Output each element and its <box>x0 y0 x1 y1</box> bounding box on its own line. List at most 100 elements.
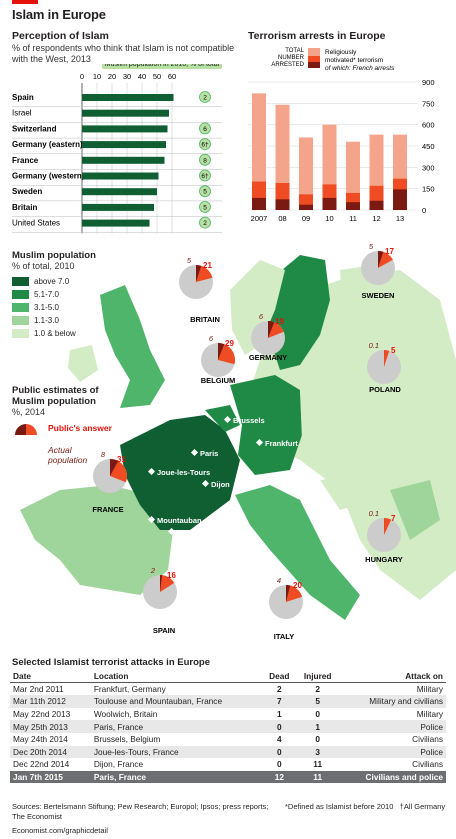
country-label: BRITAIN <box>190 315 220 324</box>
muslim-pct-circle <box>199 185 211 198</box>
perc-xtick: 30 <box>123 72 131 81</box>
table-row: May 24th 2014 Brussels, Belgium 4 0 Civilian… <box>10 733 446 746</box>
page-title: Islam in Europe <box>12 7 106 22</box>
perc-category: Israel <box>12 109 32 118</box>
table-cell: May 25th 2013 <box>10 720 91 733</box>
arr-bar-french <box>252 197 266 210</box>
arrests-title: Terrorism arrests in Europe <box>248 30 386 42</box>
table-cell: Civilians <box>412 734 443 745</box>
arr-ytick: 600 <box>422 121 435 130</box>
table-row: Dec 22nd 2014 Dijon, France 0 11 Civilians <box>10 758 446 771</box>
map-britain <box>100 285 165 408</box>
pie-answer <box>286 585 303 602</box>
city-marker <box>201 479 210 488</box>
table-cell: May 24th 2014 <box>13 734 68 745</box>
legend-total-swatch <box>308 48 320 56</box>
pie-answer-label: 7 <box>391 514 396 523</box>
pie-answer <box>384 518 392 535</box>
pie-answer <box>384 350 390 367</box>
country-label: ITALY <box>274 632 294 641</box>
map-finland <box>340 265 380 350</box>
country-label: GERMANY <box>249 353 287 362</box>
table-cell: Mar 11th 2012 <box>10 695 91 708</box>
muslim-pct-label: 6† <box>201 142 209 149</box>
legend-french-swatch <box>308 62 320 68</box>
city-marker <box>167 527 176 536</box>
city-label: Paris <box>200 449 218 458</box>
perc-bar <box>82 125 168 133</box>
arr-bar-french <box>346 202 360 210</box>
map-poland <box>300 385 372 455</box>
arr-xtick: 11 <box>349 214 357 223</box>
legend-swatch <box>12 277 29 287</box>
table-row: May 25th 2013 Paris, France 0 1 Police <box>10 720 446 733</box>
table-cell: Military <box>416 709 443 720</box>
pie-actual-label: 2 <box>150 566 156 575</box>
map-norway <box>230 260 285 355</box>
map-bulgaria <box>390 480 440 540</box>
legend-label: 3.1-5.0 <box>34 303 59 312</box>
pie-actual-label: 8 <box>101 450 106 459</box>
pie-actual <box>160 575 163 592</box>
attacks-header-cell: Injured <box>296 670 340 684</box>
muslim-pct-label: 2 <box>203 220 207 227</box>
arr-ytick: 300 <box>422 163 435 172</box>
muslim-pct-label: 5 <box>203 189 207 196</box>
perc-xtick: 10 <box>93 72 101 81</box>
city-marker <box>147 467 156 476</box>
pie-actual-label: 6 <box>259 312 264 321</box>
perc-category: Spain <box>12 93 34 102</box>
pie-actual-label: 4 <box>277 576 281 585</box>
table-row: Jan 7th 2015 Paris, France 12 11 Civilians a… <box>10 770 446 784</box>
muslim-pct-label: 6 <box>203 126 207 133</box>
pie-answer <box>160 575 175 592</box>
perc-category: United States <box>12 219 60 228</box>
pie-answer-label: 31 <box>117 455 126 464</box>
muslim-pct-label: 8 <box>203 157 207 164</box>
table-cell: Joue-les-Tours, France <box>90 745 263 759</box>
muslim-pct-circle <box>199 122 211 135</box>
site-credit: Economist.com/graphicdetail <box>12 826 108 835</box>
table-cell: 0 <box>262 745 297 759</box>
map-pies: 5 21 5 17 6 19 0.1 5 6 29 8 31 0.1 7 2 16 4 20 <box>93 242 401 619</box>
city-marker <box>190 448 199 457</box>
muslim-pct-circle <box>199 91 211 103</box>
country-label: SWEDEN <box>362 291 395 300</box>
arrests-chart: TOTAL NUMBER ARRESTED Religiously motiva… <box>248 48 435 223</box>
city-marker <box>255 438 264 447</box>
legend-item: 1.0 & below <box>12 329 76 342</box>
table-cell: 2 <box>277 684 282 695</box>
legend-item: above 7.0 <box>12 277 76 290</box>
arr-bar-french <box>275 199 290 210</box>
pie-actual <box>110 459 119 476</box>
header-accent <box>12 0 38 4</box>
perc-bar <box>82 109 169 117</box>
legend-label: 1.1-3.0 <box>34 316 59 325</box>
pie-answer-label: 5 <box>391 346 396 355</box>
table-cell: Jan 7th 2015 <box>10 770 91 784</box>
muslim-pct-label: 2 <box>203 95 207 102</box>
pie-actual-label: 5 <box>187 256 192 265</box>
table-cell: 7 <box>262 695 297 708</box>
arr-bar-total <box>252 93 266 210</box>
city-label: Dijon <box>211 480 230 489</box>
city-marker <box>147 515 156 524</box>
perc-category: Britain <box>12 203 37 212</box>
map-legend: above 7.0 5.1-7.0 3.1-5.0 1.1-3.0 1.0 & belo… <box>12 277 76 342</box>
perc-category: Germany (eastern) <box>12 140 83 149</box>
arr-xtick: 10 <box>325 214 333 223</box>
arr-bar-french <box>299 204 313 210</box>
table-cell: Dec 20th 2014 <box>10 745 91 759</box>
table-cell: Dec 22nd 2014 <box>13 759 70 770</box>
city-label: Toulouse <box>177 528 210 537</box>
city-label: Woolwich <box>181 388 216 397</box>
map-spain <box>20 485 175 595</box>
table-cell: Civilians <box>412 759 443 770</box>
legend-total-3: ARRESTED <box>271 62 304 68</box>
legend-item: 1.1-3.0 <box>12 316 76 329</box>
map-france <box>120 415 240 530</box>
perc-xtick: 0 <box>80 72 84 81</box>
country-label: SPAIN <box>153 626 175 635</box>
table-cell: 0 <box>262 720 297 733</box>
map-italy <box>235 485 360 620</box>
